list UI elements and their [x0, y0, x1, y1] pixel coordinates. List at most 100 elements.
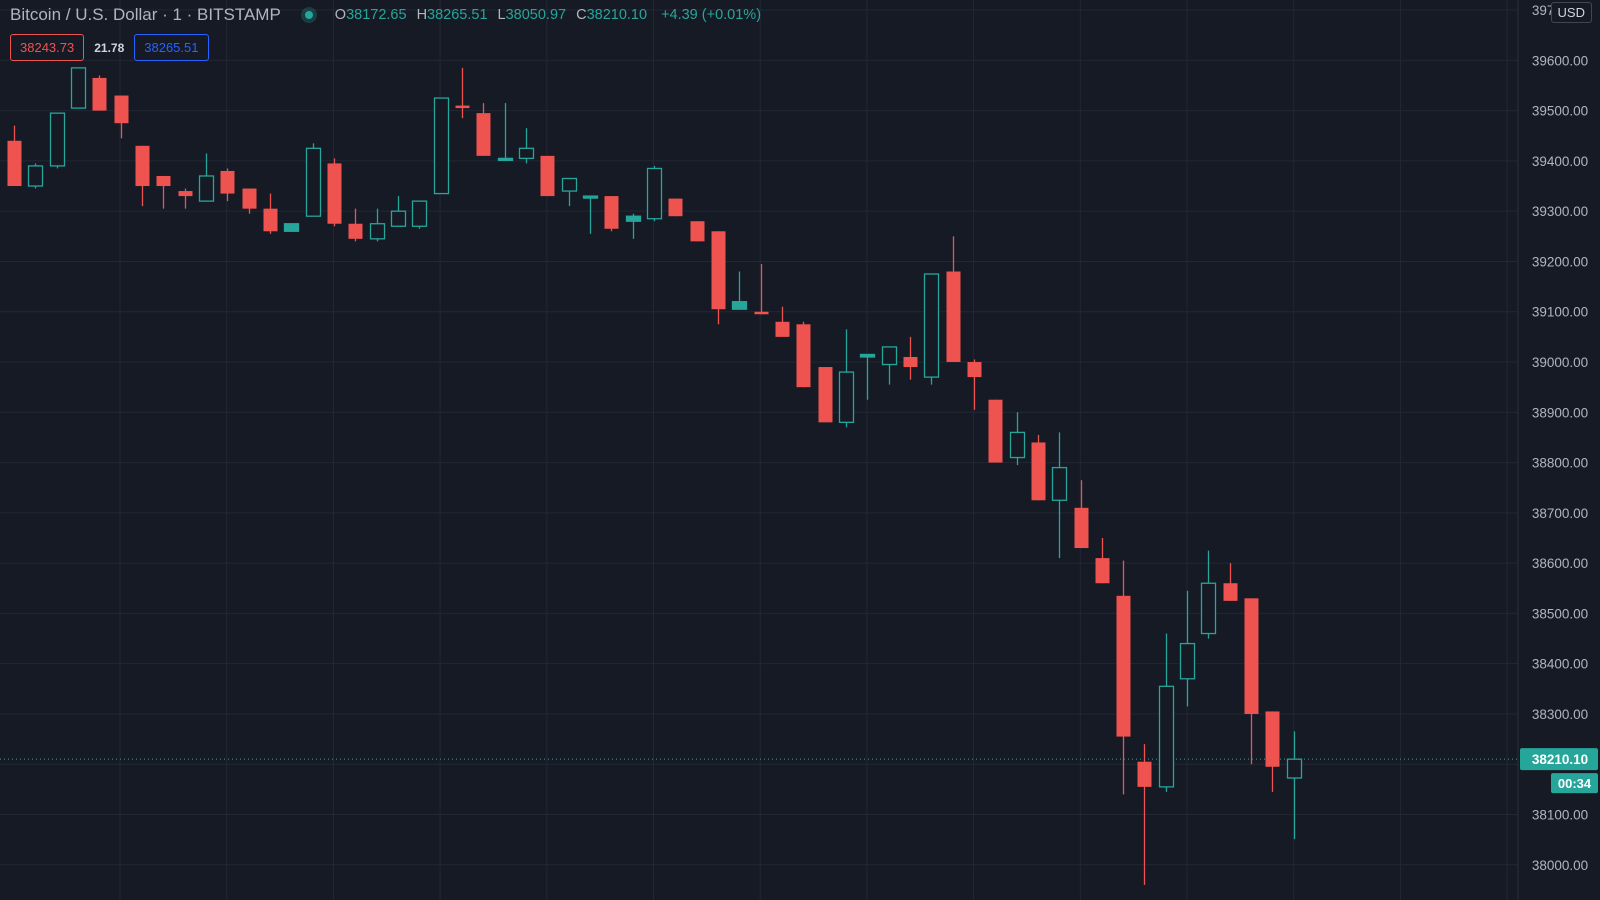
candle-body [198, 175, 215, 202]
candle-up[interactable] [411, 200, 428, 229]
buy-price-button[interactable]: 38265.51 [134, 34, 209, 61]
y-tick-label: 39000.00 [1532, 355, 1588, 370]
candle-body [178, 191, 193, 197]
candle-up[interactable] [582, 195, 599, 234]
candle-down[interactable] [946, 236, 961, 363]
y-tick-label: 38500.00 [1532, 606, 1588, 621]
candle-body [625, 215, 642, 222]
y-tick-label: 39100.00 [1532, 305, 1588, 320]
candle-down[interactable] [455, 67, 470, 119]
candle-down[interactable] [1095, 537, 1110, 584]
close-value: 38210.10 [586, 7, 648, 23]
candle-down[interactable] [1137, 744, 1152, 885]
candle-up[interactable] [1179, 590, 1196, 707]
candle-down[interactable] [775, 306, 790, 337]
candle-up[interactable] [49, 112, 66, 169]
candle-down[interactable] [135, 145, 150, 207]
candle-body [1223, 583, 1238, 601]
candle-down[interactable] [327, 158, 342, 227]
candle-down[interactable] [178, 188, 193, 209]
candle-up[interactable] [731, 271, 748, 310]
candle-up[interactable] [881, 346, 898, 385]
candle-body [1286, 758, 1303, 779]
symbol-title[interactable]: Bitcoin / U.S. Dollar · 1 · BITSTAMP [10, 5, 281, 24]
countdown-label: 00:34 [1558, 776, 1592, 791]
candle-down[interactable] [476, 103, 491, 156]
candle-up[interactable] [1200, 550, 1217, 639]
trade-buttons: 38243.73 21.78 38265.51 [10, 34, 209, 61]
low-label: L [497, 7, 506, 23]
candle-body [1051, 466, 1068, 501]
candle-down[interactable] [1031, 434, 1046, 501]
candle-down[interactable] [156, 175, 171, 209]
y-tick-label: 39300.00 [1532, 204, 1588, 219]
candle-down[interactable] [1116, 560, 1131, 795]
candle-down[interactable] [7, 125, 22, 187]
candle-up[interactable] [1051, 432, 1068, 559]
candle-down[interactable] [540, 155, 555, 197]
candle-up[interactable] [27, 163, 44, 189]
candle-body [646, 167, 663, 220]
candle-down[interactable] [1244, 598, 1259, 765]
candle-up[interactable] [625, 213, 642, 239]
open-value: 38172.65 [346, 7, 407, 23]
candle-down[interactable] [818, 367, 833, 423]
candle-body [1095, 558, 1110, 584]
candle-down[interactable] [668, 198, 683, 217]
candle-up[interactable] [305, 143, 322, 217]
candle-down[interactable] [796, 321, 811, 388]
candle-body [390, 210, 407, 227]
y-tick-label: 38900.00 [1532, 405, 1588, 420]
candle-down[interactable] [242, 188, 257, 214]
candle-down[interactable] [220, 168, 235, 202]
candle-body [348, 223, 363, 239]
y-tick-label: 38600.00 [1532, 556, 1588, 571]
candle-body [1116, 595, 1131, 737]
candle-up[interactable] [1009, 412, 1026, 466]
candle-up[interactable] [838, 329, 855, 428]
candle-up[interactable] [497, 103, 514, 162]
candle-down[interactable] [348, 208, 363, 242]
countdown-tag [1551, 773, 1598, 794]
candle-body [731, 301, 748, 310]
candle-down[interactable] [967, 359, 982, 410]
candle-up[interactable] [923, 273, 940, 385]
candle-up[interactable] [283, 223, 300, 232]
candle-down[interactable] [711, 231, 726, 325]
candle-body [818, 367, 833, 423]
y-tick-label: 38400.00 [1532, 657, 1588, 672]
candle-up[interactable] [1158, 633, 1175, 792]
candle-down[interactable] [263, 193, 278, 234]
candle-down[interactable] [604, 196, 619, 232]
candle-down[interactable] [1223, 563, 1238, 601]
candle-down[interactable] [754, 263, 769, 315]
y-tick-label: 38100.00 [1532, 808, 1588, 823]
candle-up[interactable] [646, 165, 663, 222]
candle-up[interactable] [433, 97, 450, 195]
currency-button[interactable]: USD [1550, 2, 1592, 23]
candle-up[interactable] [369, 208, 386, 242]
candle-down[interactable] [92, 75, 107, 111]
candle-up[interactable] [1286, 731, 1303, 840]
candle-up[interactable] [561, 177, 578, 207]
y-tick-label: 39500.00 [1532, 104, 1588, 119]
candle-down[interactable] [903, 336, 918, 380]
open-label: O [334, 7, 347, 23]
candle-up[interactable] [390, 196, 407, 227]
candle-down[interactable] [1074, 480, 1089, 549]
candle-up[interactable] [859, 353, 876, 400]
candle-up[interactable] [70, 67, 87, 109]
candle-up[interactable] [198, 153, 215, 202]
candle-down[interactable] [114, 95, 129, 139]
high-label: H [416, 7, 428, 23]
candle-up[interactable] [518, 128, 535, 164]
sell-price-button[interactable]: 38243.73 [10, 34, 85, 61]
last-price-tag [1520, 748, 1598, 771]
candle-down[interactable] [690, 221, 705, 242]
candle-body [369, 223, 386, 240]
candle-body [1179, 642, 1196, 680]
candle-down[interactable] [1265, 711, 1280, 792]
candle-body [561, 177, 578, 192]
candle-down[interactable] [988, 399, 1003, 463]
